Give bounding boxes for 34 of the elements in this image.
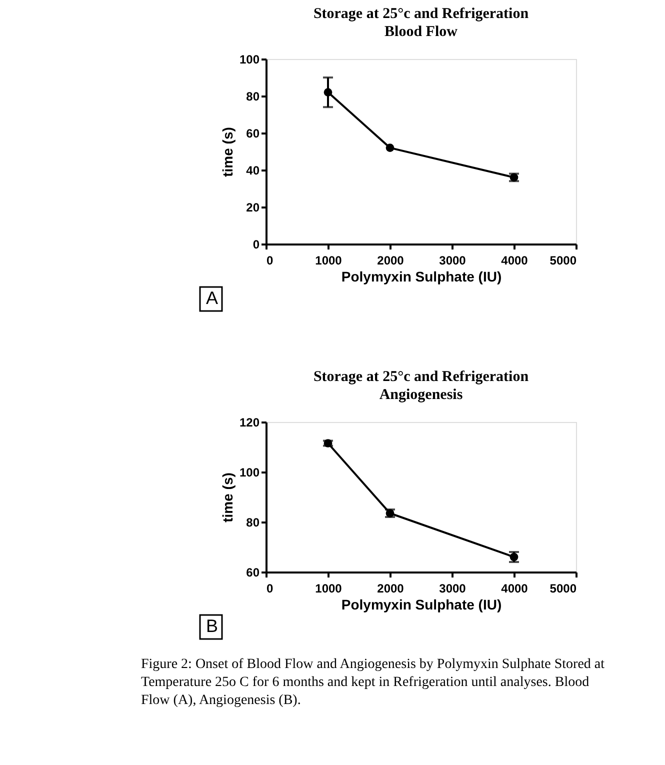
x-tick-label: 4000 [501, 254, 528, 268]
caption: Figure 2: Onset of Blood Flow and Angiogenesis by Polymyxin Sulphate Stored at Temperature 25o C for 6 months and kept in Refrigeration until analyses. Blood Flow (A), Angiogenesis (B). [141, 657, 605, 708]
y-tick-label: 100 [239, 466, 260, 480]
y-tick-label: 0 [252, 238, 260, 252]
chart-subtitle: Blood Flow [384, 24, 458, 40]
y-tick-label: 80 [246, 516, 260, 530]
x-tick-label: 4000 [501, 582, 528, 596]
x-tick-label: 3000 [439, 582, 466, 596]
y-tick-label: 60 [246, 566, 260, 580]
x-tick-label: 0 [266, 254, 274, 268]
y-tick-label: 60 [246, 126, 260, 140]
x-tick-label: 5000 [550, 582, 577, 596]
point [386, 144, 394, 152]
y-tick-label: 100 [239, 52, 260, 66]
chart-title: Storage at 25°c and Refrigeration [313, 6, 530, 22]
x-tick-label: 5000 [550, 254, 577, 268]
y-tick-label: 120 [239, 416, 260, 430]
x-axis-title: Polymyxin Sulphate (IU) [341, 596, 502, 612]
x-tick-label: 0 [266, 582, 274, 596]
x-axis-title: Polymyxin Sulphate (IU) [341, 268, 502, 284]
y-tick-label: 40 [246, 164, 260, 178]
chart-subtitle: Angiogenesis [379, 387, 463, 403]
y-tick-label: 20 [246, 200, 260, 214]
text: A [206, 288, 218, 308]
x-tick-label: 2000 [377, 582, 404, 596]
y-axis-title: time (s) [219, 472, 236, 522]
x-tick-label: 3000 [439, 254, 466, 268]
y-tick-label: 80 [246, 90, 260, 104]
text: B [206, 616, 218, 636]
x-tick-label: 2000 [377, 254, 404, 268]
x-tick-label: 1000 [315, 582, 342, 596]
chart-title: Storage at 25°c and Refrigeration [313, 369, 530, 385]
x-tick-label: 1000 [315, 254, 342, 268]
y-axis-title: time (s) [219, 127, 236, 177]
